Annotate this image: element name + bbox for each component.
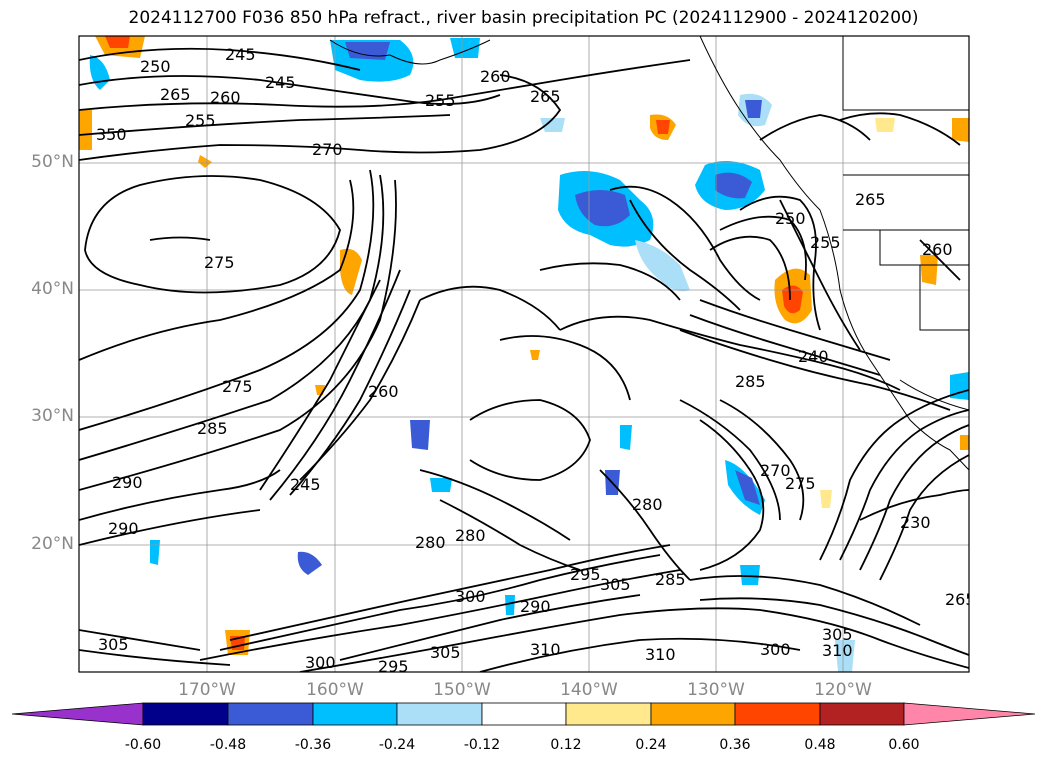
lon-label-160w: 160°W [306, 680, 364, 700]
colorbar-cell [312, 702, 398, 726]
coastlines [329, 36, 969, 471]
contour-label: 245 [265, 73, 296, 92]
contour-label: 255 [810, 233, 841, 252]
contour-label: 305 [98, 635, 129, 654]
lon-label-120w: 120°W [814, 680, 872, 700]
contour-label: 255 [185, 111, 216, 130]
contour-label: 305 [600, 575, 631, 594]
contour-label: 265 [160, 85, 191, 104]
refractivity-contours [79, 47, 969, 672]
contour-label: 280 [415, 533, 446, 552]
contour-label: 285 [197, 419, 228, 438]
colorbar-extend-left [11, 702, 144, 726]
contour-label: 250 [775, 209, 806, 228]
contour-label: 265 [945, 590, 976, 609]
contour-label: 275 [785, 474, 816, 493]
colorbar-tick-label: -0.24 [378, 737, 416, 753]
precipitation-shading [79, 36, 969, 672]
contour-label: 230 [900, 513, 931, 532]
colorbar-tick-label: 0.60 [888, 737, 920, 753]
colorbar-cell [734, 702, 821, 726]
contour-label: 350 [96, 125, 127, 144]
colorbar-cell [650, 702, 736, 726]
contour-label: 245 [225, 45, 256, 64]
lon-label-170w: 170°W [178, 680, 236, 700]
contour-label: 300 [455, 587, 486, 606]
lat-label-50n: 50°N [31, 152, 74, 172]
colorbar-cell [227, 702, 314, 726]
contour-label: 290 [108, 519, 139, 538]
colorbar-tick-label: -0.60 [124, 737, 162, 753]
colorbar [11, 702, 1036, 726]
contour-label: 300 [760, 640, 791, 659]
lon-label-130w: 130°W [687, 680, 745, 700]
lat-label-20n: 20°N [31, 534, 74, 554]
colorbar-tick-label: -0.12 [463, 737, 501, 753]
colorbar-tick-label: 0.36 [719, 737, 751, 753]
plot-area [78, 35, 970, 673]
graticule [79, 36, 969, 672]
colorbar-extend-right [903, 702, 1036, 726]
map-frame [78, 35, 970, 673]
contour-label: 290 [520, 597, 551, 616]
contour-label: 270 [312, 140, 343, 159]
contour-label: 240 [798, 347, 829, 366]
colorbar-cell [396, 702, 483, 726]
contour-label: 275 [222, 377, 253, 396]
colorbar-tick-label: -0.36 [294, 737, 332, 753]
contour-label: 310 [530, 640, 561, 659]
lon-label-150w: 150°W [433, 680, 491, 700]
map-title: 2024112700 F036 850 hPa refract., river … [128, 8, 919, 28]
contour-label: 295 [378, 657, 409, 676]
colorbar-cell [142, 702, 229, 726]
contour-label: 310 [822, 641, 853, 660]
contour-label: 295 [570, 565, 601, 584]
lat-label-30n: 30°N [31, 406, 74, 426]
contour-label: 305 [430, 643, 461, 662]
contour-label: 310 [645, 645, 676, 664]
contour-label: 260 [210, 88, 241, 107]
contour-label: 245 [290, 475, 321, 494]
contour-label: 285 [655, 570, 686, 589]
lon-label-140w: 140°W [560, 680, 618, 700]
contour-label: 255 [425, 91, 456, 110]
contour-label: 275 [204, 253, 235, 272]
contour-label: 270 [760, 461, 791, 480]
colorbar-tick-label: 0.24 [635, 737, 667, 753]
contour-label: 260 [922, 240, 953, 259]
contour-label: 260 [368, 382, 399, 401]
colorbar-cell [481, 702, 567, 726]
contour-labels: 245 250 245 260 265 255 260 265 255 350 … [96, 45, 976, 676]
contour-label: 285 [735, 372, 766, 391]
lat-label-40n: 40°N [31, 279, 74, 299]
contour-label: 280 [455, 526, 486, 545]
colorbar-cell [565, 702, 652, 726]
contour-label: 265 [855, 190, 886, 209]
colorbar-tick-label: 0.12 [550, 737, 582, 753]
colorbar-tick-label: -0.48 [209, 737, 247, 753]
contour-label: 300 [305, 653, 336, 672]
contour-label: 305 [822, 625, 853, 644]
contour-label: 290 [112, 473, 143, 492]
colorbar-cell [819, 702, 905, 726]
contour-label: 250 [140, 57, 171, 76]
contour-label: 260 [480, 67, 511, 86]
contour-label: 265 [530, 87, 561, 106]
colorbar-tick-label: 0.48 [804, 737, 836, 753]
contour-label: 280 [632, 495, 663, 514]
